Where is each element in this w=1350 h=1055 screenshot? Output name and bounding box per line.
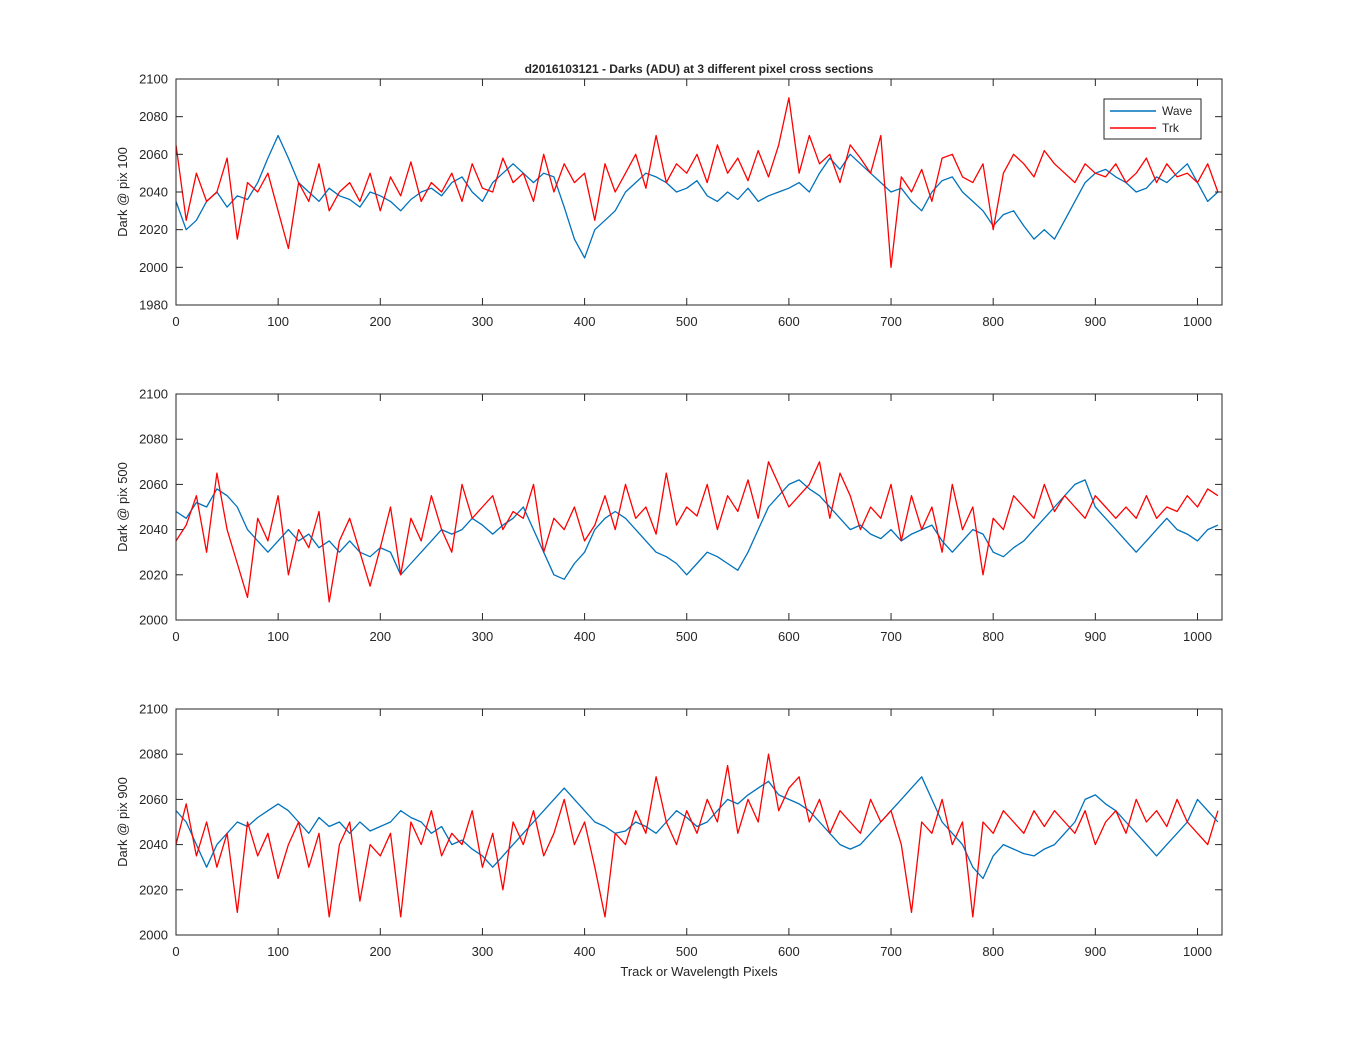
- subplot-grid: 0 100 200 300 400 500 600 700 800 900 100019802000…: [115, 72, 1223, 959]
- y-tick-label: 2040: [139, 185, 168, 200]
- series-line-wave: [176, 479, 1219, 580]
- y-tick-label: 2100: [139, 387, 168, 402]
- x-tick-label: 800: [982, 629, 1004, 644]
- y-tick-label: 2000: [139, 613, 168, 628]
- y-tick-label: 2020: [139, 567, 168, 582]
- x-tick-label: 700: [880, 944, 902, 959]
- x-tick-label: 0: [172, 944, 179, 959]
- x-tick-label: 500: [676, 629, 698, 644]
- series-line-wave: [176, 776, 1219, 880]
- y-tick-label: 2020: [139, 222, 168, 237]
- x-tick-label: 200: [369, 314, 391, 329]
- x-tick-label: 500: [676, 314, 698, 329]
- x-tick-label: 1000: [1183, 629, 1212, 644]
- x-tick-label: 300: [472, 314, 494, 329]
- y-tick-label: 2080: [139, 747, 168, 762]
- y-tick-label: 2040: [139, 837, 168, 852]
- x-tick-label: 100: [267, 629, 289, 644]
- x-tick-label: 600: [778, 944, 800, 959]
- x-tick-label: 800: [982, 944, 1004, 959]
- x-tick-label: 0: [172, 629, 179, 644]
- x-tick-label: 800: [982, 314, 1004, 329]
- y-tick-label: 2060: [139, 477, 168, 492]
- x-tick-label: 600: [778, 314, 800, 329]
- x-tick-label: 100: [267, 944, 289, 959]
- y-axis-label: Dark @ pix 900: [115, 777, 130, 867]
- x-tick-label: 1000: [1183, 944, 1212, 959]
- y-axis-label: Dark @ pix 100: [115, 147, 130, 237]
- axes-box: [175, 393, 1223, 621]
- figure-title: d2016103121 - Darks (ADU) at 3 different…: [525, 62, 874, 76]
- x-tick-label: 200: [369, 629, 391, 644]
- series-line-trk: [176, 753, 1219, 918]
- x-tick-label: 900: [1084, 314, 1106, 329]
- x-tick-label: 300: [472, 629, 494, 644]
- y-tick-label: 2060: [139, 792, 168, 807]
- x-tick-label: 300: [472, 944, 494, 959]
- plot-area: [176, 79, 1222, 305]
- x-tick-label: 900: [1084, 944, 1106, 959]
- y-tick-label: 1980: [139, 298, 168, 313]
- y-tick-label: 2080: [139, 109, 168, 124]
- legend-label-trk: Trk: [1162, 121, 1180, 135]
- series-group: [176, 753, 1219, 918]
- x-tick-label: 700: [880, 629, 902, 644]
- series-group: [176, 97, 1219, 268]
- x-tick-label: 1000: [1183, 314, 1212, 329]
- plot-area: [176, 394, 1222, 620]
- legend-label-wave: Wave: [1162, 104, 1193, 118]
- x-tick-label: 600: [778, 629, 800, 644]
- y-tick-label: 2000: [139, 260, 168, 275]
- x-axis-label: Track or Wavelength Pixels: [620, 964, 778, 979]
- series-group: [176, 461, 1219, 603]
- series-line-trk: [176, 461, 1219, 603]
- legend: Wave Trk: [1103, 98, 1202, 140]
- x-tick-label: 100: [267, 314, 289, 329]
- x-tick-label: 0: [172, 314, 179, 329]
- series-line-trk: [176, 97, 1219, 268]
- x-tick-label: 400: [574, 314, 596, 329]
- subplot-1: 0 100 200 300 400 500 600 700 800 900 1000 1980 2000…: [115, 72, 1223, 329]
- y-tick-label: 2000: [139, 928, 168, 943]
- x-tick-label: 500: [676, 944, 698, 959]
- axes-box: [175, 708, 1223, 936]
- legend-box: [1103, 98, 1202, 140]
- y-tick-label: 2060: [139, 147, 168, 162]
- subplot-2: 0 100 200 300 400 500 600 700 800 900 1000 2000 2020…: [115, 387, 1223, 644]
- subplot-3: 0 100 200 300 400 500 600 700 800 900 1000 2000 2020…: [115, 702, 1223, 959]
- y-tick-label: 2020: [139, 882, 168, 897]
- y-axis-label: Dark @ pix 500: [115, 462, 130, 552]
- y-tick-label: 2100: [139, 702, 168, 717]
- x-tick-label: 400: [574, 629, 596, 644]
- x-tick-label: 700: [880, 314, 902, 329]
- y-tick-label: 2080: [139, 432, 168, 447]
- series-line-wave: [176, 134, 1219, 259]
- y-tick-label: 2100: [139, 72, 168, 87]
- y-tick-label: 2040: [139, 522, 168, 537]
- x-tick-label: 900: [1084, 629, 1106, 644]
- x-tick-label: 400: [574, 944, 596, 959]
- x-tick-label: 200: [369, 944, 391, 959]
